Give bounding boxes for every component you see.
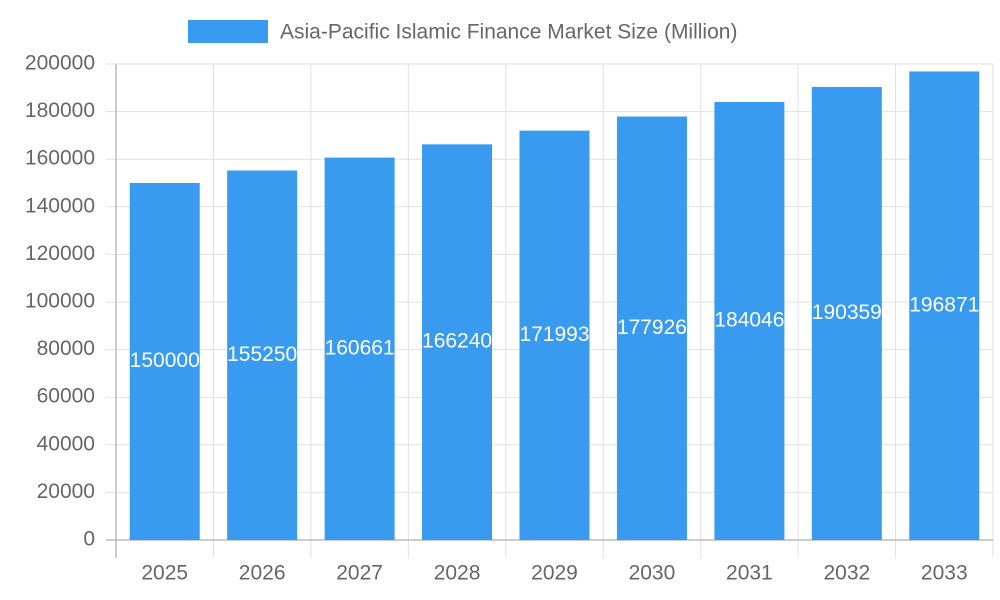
x-tick-label: 2033 — [921, 562, 968, 585]
data-label: 160661 — [325, 336, 395, 359]
bar — [714, 101, 785, 540]
data-label: 166240 — [422, 330, 492, 353]
y-tick-label: 20000 — [37, 480, 95, 503]
x-tick-label: 2029 — [531, 562, 578, 585]
data-label: 196871 — [909, 293, 979, 316]
y-tick-label: 100000 — [25, 290, 95, 313]
x-tick-label: 2025 — [141, 562, 188, 585]
legend-swatch — [188, 20, 268, 43]
data-label: 177926 — [617, 316, 687, 339]
bar — [324, 157, 395, 540]
data-label: 150000 — [130, 349, 200, 372]
data-label: 171993 — [519, 323, 589, 346]
x-tick-label: 2027 — [336, 562, 383, 585]
x-tick-label: 2026 — [239, 562, 286, 585]
y-tick-label: 200000 — [25, 52, 95, 75]
bar — [616, 116, 687, 540]
x-tick-label: 2031 — [726, 562, 773, 585]
bar — [909, 71, 980, 540]
bar — [227, 170, 298, 540]
x-tick-label: 2028 — [434, 562, 481, 585]
legend-label: Asia-Pacific Islamic Finance Market Size… — [280, 21, 737, 44]
y-tick-label: 120000 — [25, 242, 95, 265]
y-tick-label: 60000 — [37, 385, 95, 408]
y-tick-label: 0 — [83, 528, 95, 551]
y-tick-label: 80000 — [37, 337, 95, 360]
bar — [811, 86, 882, 540]
data-label: 155250 — [227, 343, 297, 366]
y-tick-label: 140000 — [25, 194, 95, 217]
x-tick-label: 2032 — [823, 562, 870, 585]
y-tick-label: 180000 — [25, 99, 95, 122]
y-tick-label: 160000 — [25, 147, 95, 170]
bar — [129, 183, 200, 540]
data-label: 184046 — [714, 309, 784, 332]
y-tick-label: 40000 — [37, 432, 95, 455]
data-label: 190359 — [812, 301, 882, 324]
x-tick-label: 2030 — [629, 562, 676, 585]
bar — [519, 130, 590, 540]
bar — [422, 144, 493, 540]
